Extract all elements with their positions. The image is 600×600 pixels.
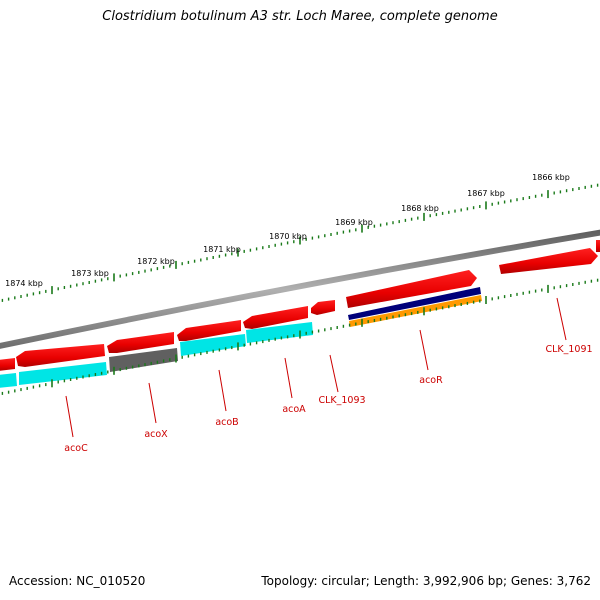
leader-line-acor — [419, 329, 429, 371]
map-title: Clostridium botulinum A3 str. Loch Maree… — [102, 9, 498, 24]
cds-acob[interactable] — [177, 320, 241, 341]
cog-band-acob — [180, 334, 246, 356]
accession-text: Accession: NC_010520 — [9, 574, 146, 588]
ruler-label: 1867 kbp — [467, 189, 505, 198]
outer-kbp-ruler — [1, 183, 599, 302]
ruler-label: 1868 kbp — [401, 204, 439, 213]
leader-line-acox — [148, 382, 157, 424]
gene-label[interactable]: acoX — [144, 429, 168, 440]
ruler-label: 1866 kbp — [532, 173, 570, 182]
inner-kbp-ruler — [1, 278, 599, 395]
genome-backbone — [0, 229, 600, 349]
ruler-label: 1869 kbp — [335, 218, 373, 227]
ruler-label: 1872 kbp — [137, 257, 175, 266]
leader-line-acoc — [65, 395, 74, 438]
ruler-label: 1871 kbp — [203, 245, 241, 254]
cds-acoc[interactable] — [16, 344, 105, 367]
leader-line-clk-1091 — [556, 297, 567, 341]
cog-band-acox — [109, 348, 178, 372]
cog-band-acoa — [246, 322, 313, 343]
cds-acox[interactable] — [107, 332, 174, 353]
gene-label[interactable]: acoR — [419, 375, 443, 386]
gene-label[interactable]: acoB — [215, 417, 238, 428]
gene-label[interactable]: CLK_1093 — [318, 395, 365, 406]
leader-line-acoa — [284, 357, 293, 399]
cog-band-left-fragment — [0, 373, 17, 388]
leader-line-acob — [218, 369, 227, 412]
ruler-label: 1874 kbp — [5, 279, 43, 288]
cds-edge-fragment[interactable] — [596, 240, 600, 252]
gene-label[interactable]: acoC — [64, 443, 88, 454]
cds-clk-1091[interactable] — [499, 248, 598, 274]
cds-left-fragment[interactable] — [0, 358, 15, 371]
cog-band-acor-orange — [349, 295, 482, 327]
cds-acor[interactable] — [346, 270, 477, 308]
genome-summary-text: Topology: circular; Length: 3,992,906 bp… — [261, 574, 591, 588]
cds-clk-1093[interactable] — [311, 300, 335, 315]
cds-acoa[interactable] — [243, 306, 308, 329]
gene-label[interactable]: acoA — [282, 404, 306, 415]
gene-label[interactable]: CLK_1091 — [545, 344, 592, 355]
cog-band-acoc — [19, 362, 107, 385]
ruler-label: 1870 kbp — [269, 232, 307, 241]
ruler-label: 1873 kbp — [71, 269, 109, 278]
leader-line-clk-1093 — [329, 354, 339, 393]
cog-band-acor-navy — [348, 287, 481, 320]
